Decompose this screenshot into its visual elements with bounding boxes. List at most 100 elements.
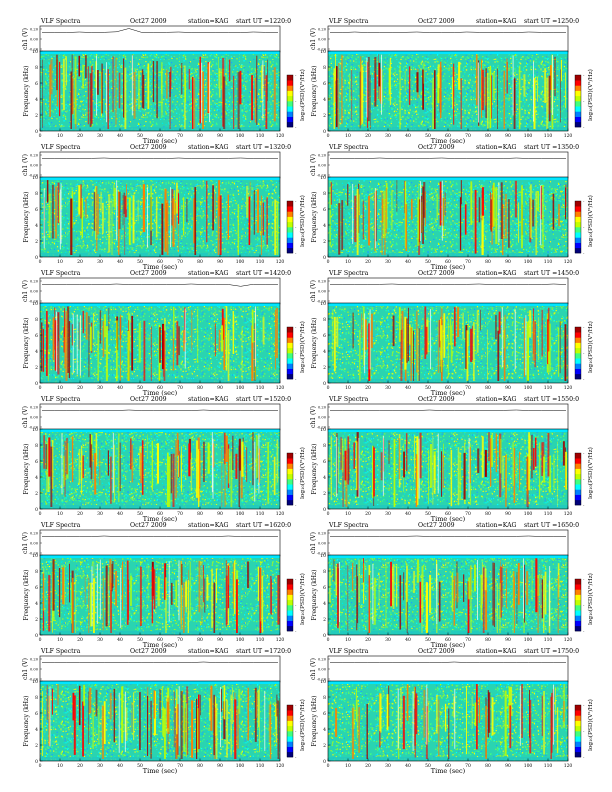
spectrogram-streak bbox=[541, 579, 544, 619]
colorbar-segment bbox=[287, 201, 293, 207]
x-axis-label: Time (sec) bbox=[431, 515, 466, 523]
spectrogram-streak bbox=[336, 317, 339, 347]
x-axis-label: Time (sec) bbox=[431, 389, 466, 397]
y-axis-label: Frequency (kHz) bbox=[23, 317, 30, 368]
x-axis-label: Time (sec) bbox=[143, 641, 178, 649]
spectrogram-gap bbox=[118, 692, 120, 753]
colorbar-segment bbox=[287, 101, 293, 107]
x-tick-label: 30 bbox=[97, 133, 103, 139]
colorbar-segment bbox=[575, 479, 581, 485]
colorbar-segment bbox=[287, 479, 293, 485]
colorbar-segment bbox=[575, 332, 581, 338]
spectrogram-streak bbox=[393, 439, 396, 507]
colorbar-tick-label: - bbox=[295, 325, 297, 330]
spectrogram-streak bbox=[42, 59, 43, 128]
spectrogram-streak bbox=[228, 59, 231, 82]
spectrogram-streak bbox=[444, 192, 446, 216]
x-tick-label: 120 bbox=[276, 511, 285, 517]
spectrogram-streak bbox=[476, 684, 478, 750]
spectrogram-streak bbox=[46, 685, 48, 720]
ch1-tick-label: 0.20 bbox=[318, 28, 327, 32]
header-date: Oct27 2009 bbox=[418, 396, 455, 403]
spectrogram-streak bbox=[347, 184, 349, 206]
x-tick-label: 100 bbox=[236, 511, 245, 517]
spectrogram-streak bbox=[48, 193, 51, 238]
y-tick-label: 8 bbox=[35, 569, 38, 575]
colorbar-segment bbox=[287, 121, 293, 128]
header-start: start UT =1320:0 bbox=[236, 144, 291, 151]
ch1-frame bbox=[327, 277, 569, 305]
spectrogram-streak bbox=[427, 688, 429, 713]
x-tick-label: 40 bbox=[405, 259, 411, 265]
spectrogram-streak bbox=[115, 57, 117, 125]
spectrogram-streak bbox=[257, 189, 259, 233]
spectrogram-gap bbox=[352, 183, 354, 244]
spectrogram-streak bbox=[447, 318, 449, 378]
colorbar-segment bbox=[575, 116, 581, 123]
spectrogram-streak bbox=[65, 56, 67, 86]
spectrogram-streak bbox=[371, 313, 373, 349]
x-tick-label: 110 bbox=[544, 763, 553, 769]
spectrogram-streak bbox=[143, 320, 146, 381]
y-axis-label: Frequency (kHz) bbox=[23, 695, 30, 746]
spectrogram-streak bbox=[421, 578, 423, 633]
colorbar-segment bbox=[575, 101, 581, 107]
spectrogram-streak bbox=[64, 308, 65, 337]
spectrogram-streak bbox=[72, 78, 74, 114]
y-axis-label: Frequency (kHz) bbox=[311, 191, 318, 242]
spectrogram-streak bbox=[469, 447, 471, 484]
spectrogram-streak bbox=[535, 558, 538, 613]
y-tick-label: 2 bbox=[35, 743, 38, 749]
x-tick-label: 30 bbox=[385, 511, 391, 517]
header-station: station=KAG bbox=[476, 648, 517, 655]
colorbar-segment bbox=[575, 625, 581, 632]
spectrogram-streak bbox=[563, 701, 565, 722]
x-axis-label: Time (sec) bbox=[431, 263, 466, 271]
spectrogram-streak bbox=[349, 73, 351, 103]
spectrogram-panel: VLF Spectra Oct27 2009 station=KAG start UT… bbox=[22, 648, 306, 775]
y-tick-label: 8 bbox=[35, 317, 38, 323]
header-title: VLF Spectra bbox=[40, 396, 81, 403]
spectrogram-streak bbox=[110, 582, 112, 633]
colorbar-tick-label: - bbox=[583, 73, 585, 78]
spectrogram-streak bbox=[159, 327, 161, 363]
spectrogram-streak bbox=[152, 61, 155, 103]
x-tick-label: 120 bbox=[276, 259, 285, 265]
spectrogram-streak bbox=[105, 565, 108, 627]
spectrogram-streak bbox=[197, 310, 199, 363]
spectrogram-streak bbox=[443, 196, 445, 235]
x-tick-label: 70 bbox=[177, 133, 183, 139]
spectrogram-streak bbox=[473, 322, 475, 381]
spectrogram-streak bbox=[416, 72, 419, 93]
y-tick-label: 2 bbox=[323, 617, 326, 623]
spectrogram-streak bbox=[80, 184, 82, 219]
header-date: Oct27 2009 bbox=[130, 396, 167, 403]
spectrogram-streak bbox=[416, 559, 419, 583]
spectrogram-streak bbox=[248, 196, 251, 245]
spectrogram-streak bbox=[223, 701, 226, 740]
spectrogram-streak bbox=[490, 192, 491, 230]
spectrogram-streak bbox=[533, 448, 535, 470]
y-tick-label: 8 bbox=[323, 65, 326, 71]
spectrogram-streak bbox=[363, 306, 365, 366]
spectrogram-streak bbox=[232, 563, 234, 609]
spectrogram-streak bbox=[440, 318, 442, 341]
colorbar-segment bbox=[287, 610, 293, 616]
header-date: Oct27 2009 bbox=[130, 144, 167, 151]
ch1-axis-label: ch1 (V) bbox=[22, 280, 29, 302]
x-tick-label: 70 bbox=[177, 511, 183, 517]
spectrogram-streak bbox=[169, 71, 171, 129]
spectrogram-top-band bbox=[40, 681, 280, 684]
spectrogram-streak bbox=[368, 575, 370, 633]
spectrogram-streak bbox=[97, 330, 99, 381]
spectrogram-streak bbox=[78, 322, 80, 350]
ch1-frame bbox=[39, 151, 281, 179]
ch1-tick-label: -0.20 bbox=[317, 174, 327, 178]
spectrogram-gap bbox=[184, 308, 186, 369]
spectrogram-streak bbox=[543, 576, 545, 633]
spectrogram-streak bbox=[69, 563, 70, 603]
spectrogram-streak bbox=[265, 75, 268, 129]
spectrogram-streak bbox=[151, 440, 153, 490]
spectrogram-streak bbox=[554, 687, 556, 715]
y-axis-label: Frequency (kHz) bbox=[311, 569, 318, 620]
